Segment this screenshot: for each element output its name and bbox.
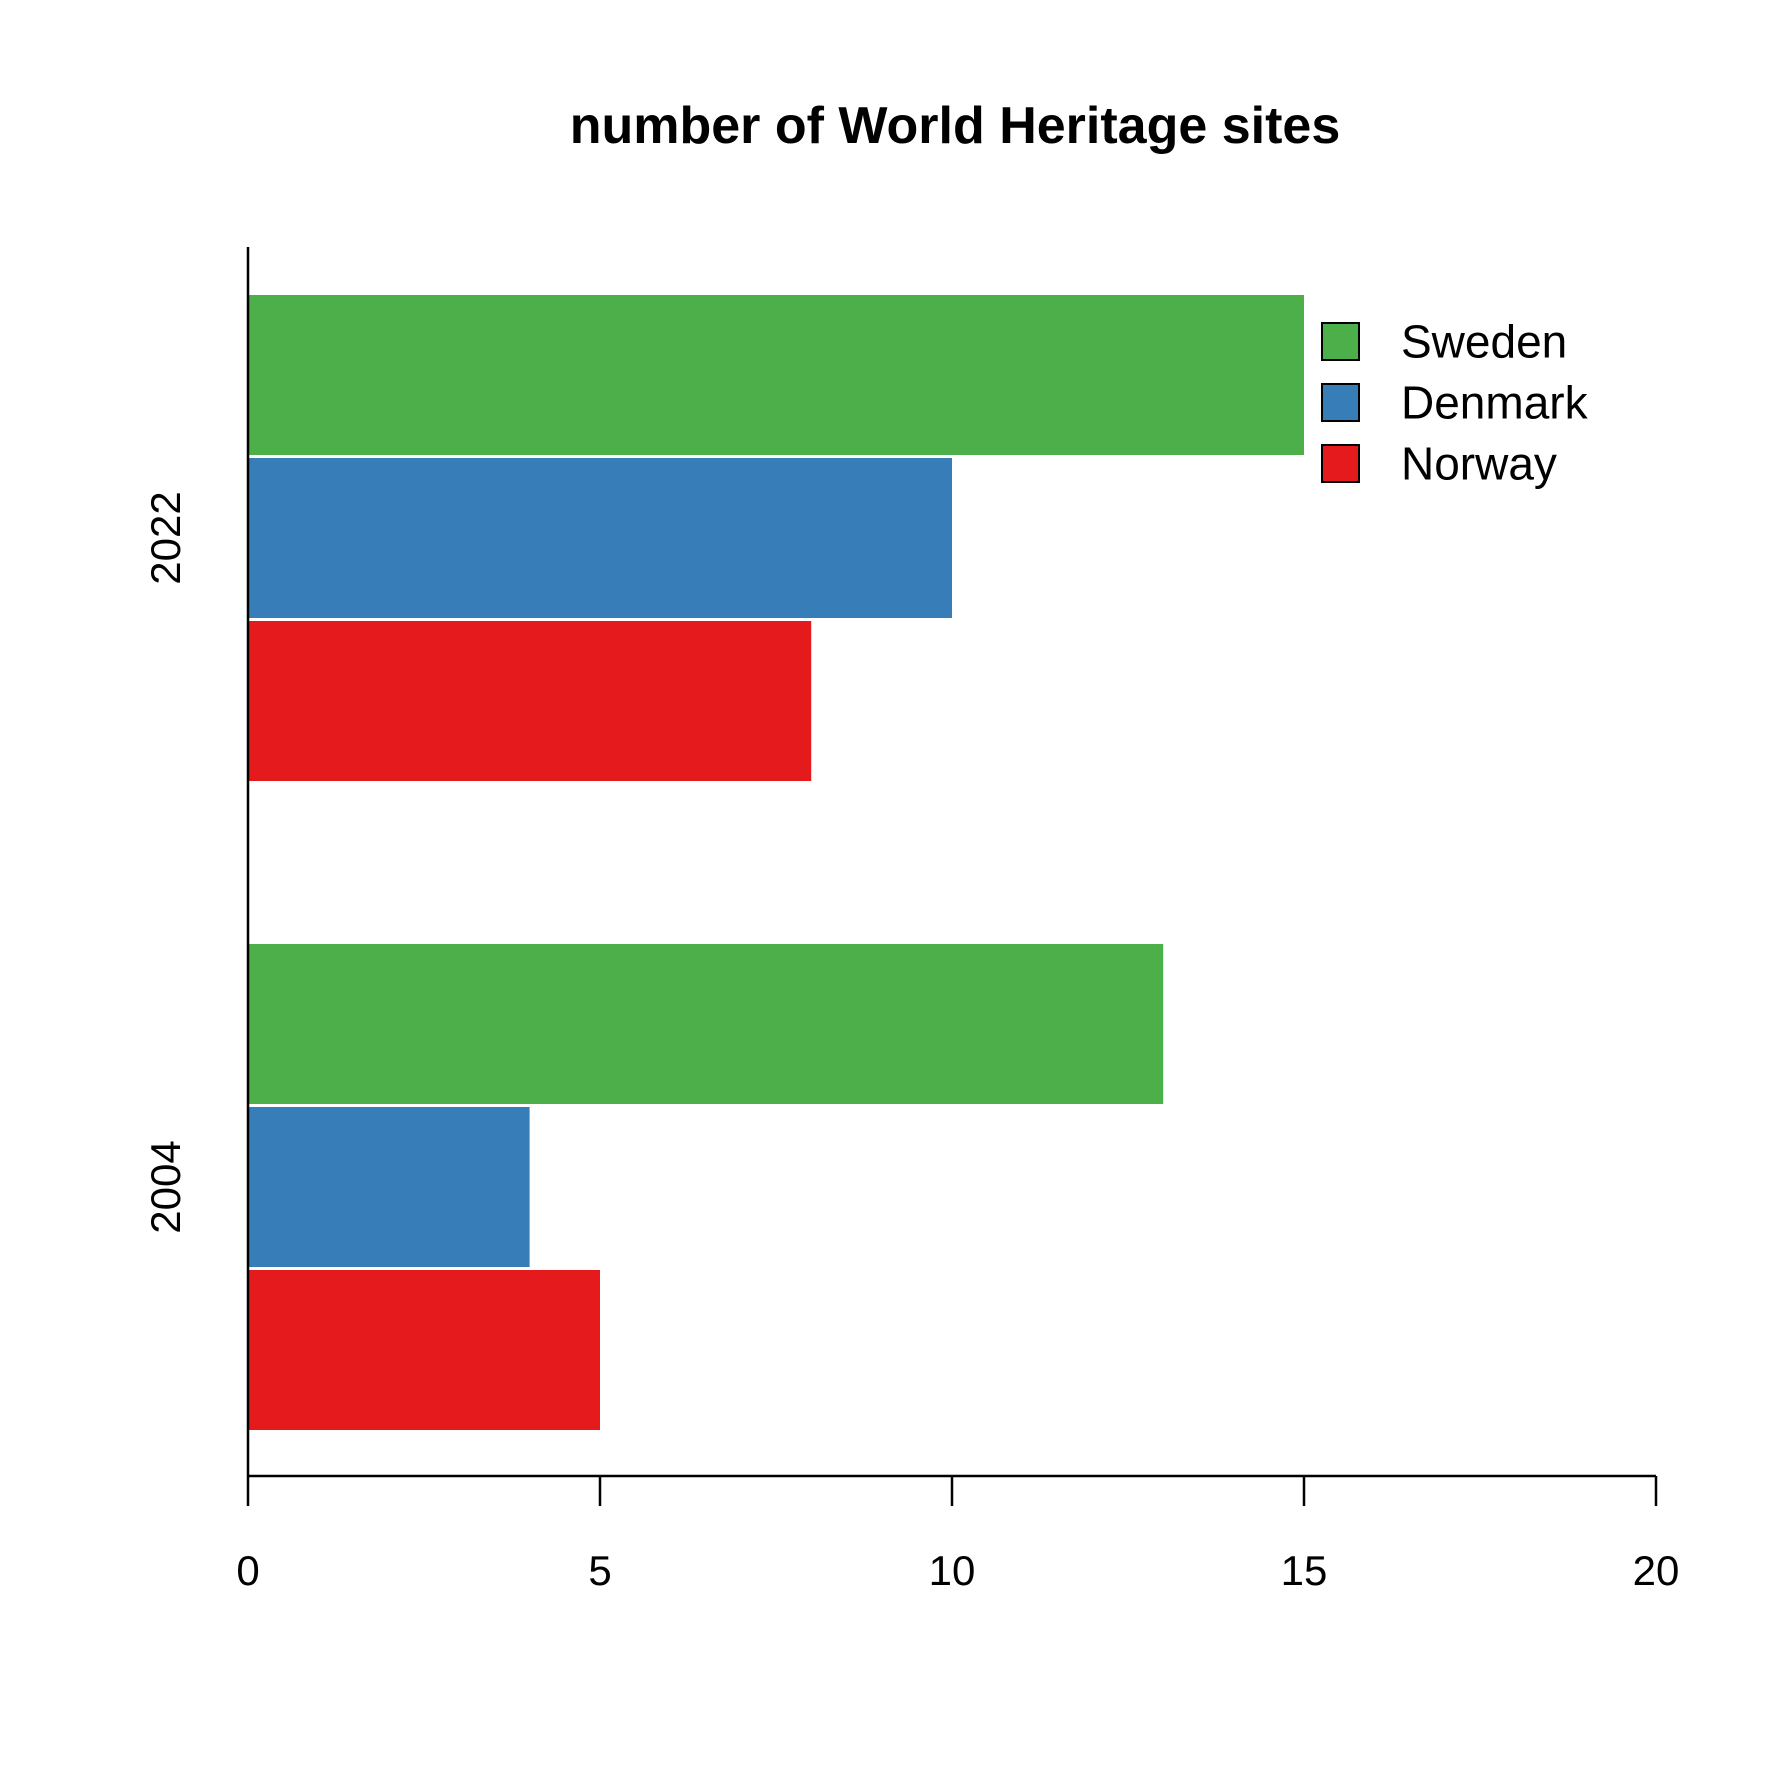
y-category-label-2004: 2004 [142,1140,189,1233]
legend-label-denmark: Denmark [1401,377,1589,429]
legend-swatch-denmark [1321,383,1360,422]
legend-label-norway: Norway [1401,438,1557,490]
bar-norway-2004 [248,1270,600,1430]
x-tick-label-0: 0 [236,1547,259,1594]
bar-sweden-2022 [248,295,1304,455]
bar-denmark-2004 [248,1107,530,1267]
legend-label-sweden: Sweden [1401,316,1567,368]
bars-layer [248,295,1304,1430]
legend: Sweden Denmark Norway [1321,316,1589,490]
x-tick-label-20: 20 [1633,1547,1680,1594]
x-tick-label-10: 10 [929,1547,976,1594]
legend-swatch-sweden [1321,322,1360,361]
bar-norway-2022 [248,621,812,781]
bar-sweden-2004 [248,944,1164,1104]
x-tick-label-15: 15 [1281,1547,1328,1594]
chart-title: number of World Heritage sites [570,97,1341,155]
axes-layer: 0 5 10 15 20 2004 2022 [142,247,1679,1594]
y-category-label-2022: 2022 [142,491,189,584]
legend-swatch-norway [1321,444,1360,483]
x-tick-label-5: 5 [588,1547,611,1594]
bar-denmark-2022 [248,458,952,618]
